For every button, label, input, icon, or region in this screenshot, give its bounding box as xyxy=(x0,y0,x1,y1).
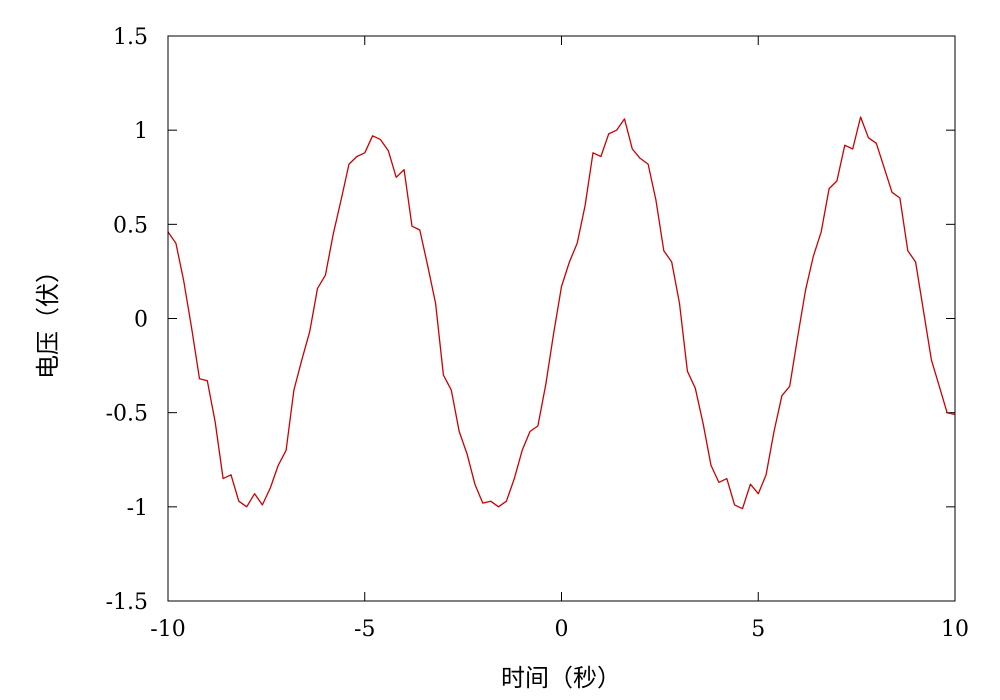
y-tick-label: 1.5 xyxy=(113,25,148,50)
series-layer xyxy=(167,116,956,510)
x-tick-label: 10 xyxy=(941,617,969,642)
y-tick-label: -1 xyxy=(127,496,148,521)
y-axis-title: 电压（伏） xyxy=(34,259,62,379)
y-tick-label: 1 xyxy=(134,119,148,144)
tick-labels: -10 -5 0 5 10 -1.5 -1 -0.5 0 0.5 1 1.5 xyxy=(106,25,969,642)
plot-frame xyxy=(167,35,956,602)
x-tick-label: -10 xyxy=(150,617,185,642)
x-axis-title: 时间（秒） xyxy=(501,664,621,692)
y-tick-label: -1.5 xyxy=(106,590,148,615)
x-tick-label: -5 xyxy=(354,617,375,642)
series-line xyxy=(167,116,956,510)
axis-ticks xyxy=(167,35,956,602)
y-tick-label: 0.5 xyxy=(113,213,148,238)
y-tick-label: -0.5 xyxy=(106,402,148,427)
x-tick-label: 0 xyxy=(555,617,569,642)
y-tick-label: 0 xyxy=(134,308,148,333)
x-tick-label: 5 xyxy=(751,617,765,642)
